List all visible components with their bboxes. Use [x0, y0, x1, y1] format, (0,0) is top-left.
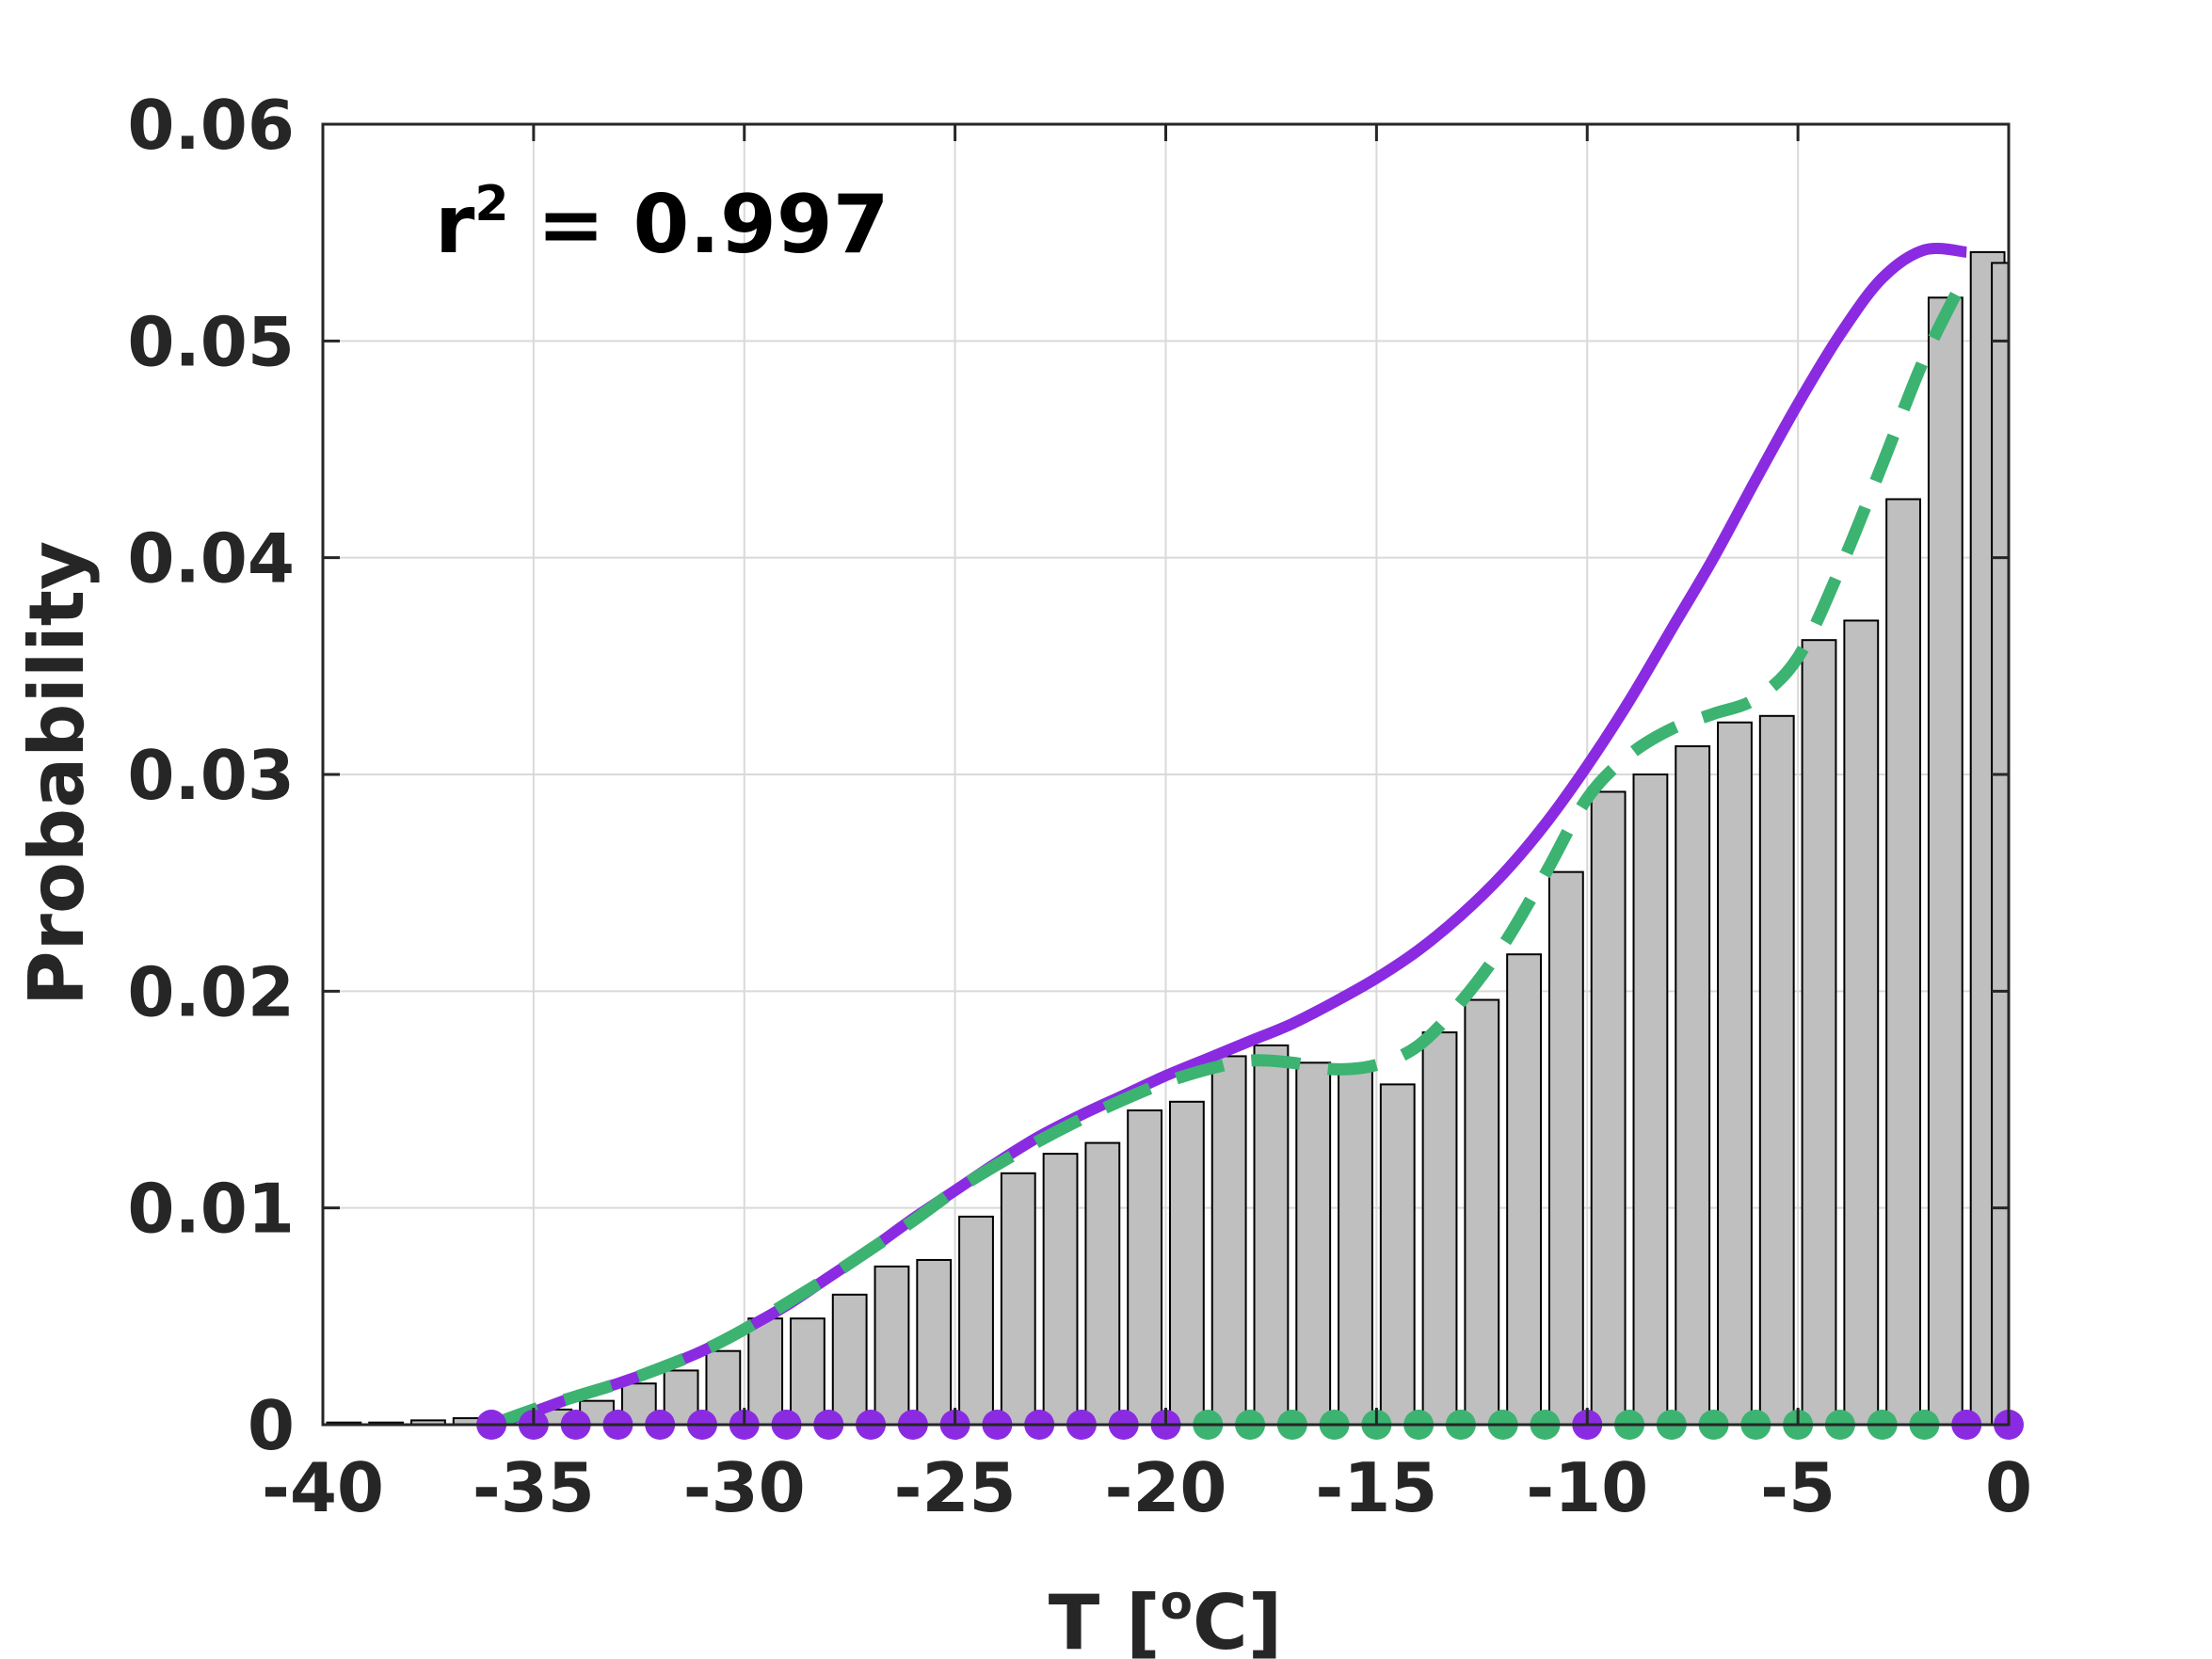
- histogram-bar: [1338, 1070, 1373, 1426]
- histogram-bar: [705, 1349, 742, 1426]
- y-axis-ticks: 0 0.01 0.02 0.03 0.04 0.05 0.06: [127, 86, 2009, 1465]
- annotation-value: = 0.997: [509, 178, 890, 272]
- histogram-bar: [1547, 870, 1584, 1426]
- y-tick-label: 0: [248, 1386, 295, 1465]
- x-tick-label: -20: [1104, 1448, 1226, 1527]
- histogram-bar: [1717, 721, 1753, 1426]
- histogram-bar: [1127, 1109, 1163, 1427]
- histogram-bar: [1421, 1031, 1458, 1426]
- histogram-bar: [1295, 1061, 1332, 1427]
- line-layer: [489, 242, 1973, 1431]
- y-tick-label: 0.03: [127, 736, 295, 815]
- x-tick-label: -15: [1315, 1448, 1437, 1527]
- histogram-bar: [958, 1215, 994, 1426]
- y-tick-label: 0.04: [127, 519, 295, 598]
- histogram-bar: [1000, 1172, 1036, 1427]
- x-tick-label: -40: [262, 1448, 384, 1527]
- dashed-fit-line: [489, 271, 1973, 1431]
- histogram-bar: [1253, 1044, 1290, 1426]
- histogram-bar: [1758, 714, 1795, 1426]
- x-axis-label-superscript: o: [1161, 1575, 1193, 1630]
- histogram-bar: [1379, 1083, 1416, 1427]
- histogram-bar: [790, 1317, 825, 1427]
- histogram-bar: [1042, 1153, 1079, 1427]
- r-squared-annotation: r2 = 0.997: [435, 176, 890, 272]
- x-tick-label: -30: [683, 1448, 806, 1527]
- histogram-bar-last: [1991, 262, 2011, 1426]
- histogram-bar: [1506, 953, 1542, 1427]
- annotation-symbol: r: [435, 178, 475, 272]
- histogram-bar: [1801, 639, 1837, 1426]
- histogram-bar: [1464, 998, 1500, 1426]
- histogram-bar: [1210, 1055, 1247, 1427]
- y-tick-label: 0.01: [127, 1170, 295, 1249]
- annotation-superscript: 2: [474, 176, 508, 232]
- y-tick-label: 0.06: [127, 86, 295, 165]
- x-axis-label: T [oC]: [1049, 1575, 1283, 1659]
- x-tick-label: -35: [473, 1448, 595, 1527]
- histogram-bar: [1843, 619, 1880, 1426]
- y-axis-label: Probability: [13, 541, 101, 1006]
- x-tick-label: -10: [1526, 1448, 1648, 1527]
- y-tick-label: 0.05: [127, 302, 295, 381]
- histogram-bar: [1590, 790, 1627, 1426]
- histogram-bar: [831, 1293, 868, 1427]
- bar-layer: [326, 250, 2011, 1427]
- histogram-bar: [1168, 1100, 1205, 1426]
- histogram-bar: [874, 1265, 910, 1427]
- x-axis-label-end: C]: [1193, 1579, 1282, 1659]
- x-tick-label: -25: [894, 1448, 1017, 1527]
- histogram-bar: [747, 1317, 784, 1427]
- x-axis-label-main: T [: [1049, 1579, 1161, 1659]
- x-tick-label: -5: [1760, 1448, 1835, 1527]
- x-tick-label: 0: [1985, 1448, 2032, 1527]
- histogram-bar: [1885, 498, 1921, 1426]
- histogram-bar: [1084, 1141, 1121, 1426]
- histogram-bar: [1927, 296, 1964, 1426]
- histogram-bar: [1675, 745, 1711, 1426]
- histogram-bar: [916, 1258, 953, 1426]
- x-axis-ticks: -40 -35 -30 -25 -20 -15 -10 -5 0: [262, 124, 2032, 1527]
- histogram-bar: [1632, 774, 1669, 1426]
- y-tick-label: 0.02: [127, 952, 295, 1031]
